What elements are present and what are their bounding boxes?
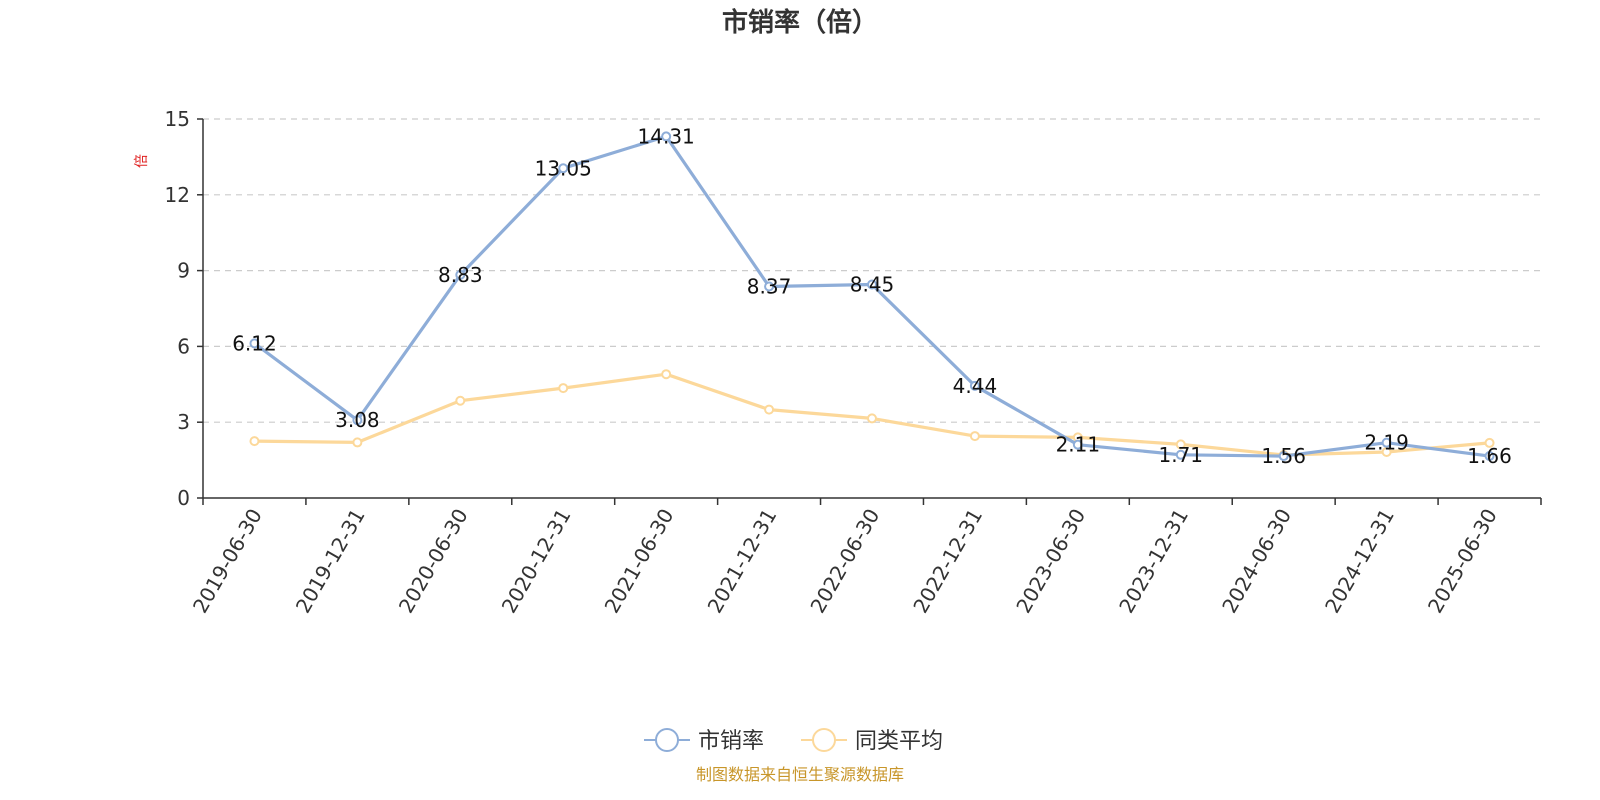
x-tick-label: 2022-06-30: [805, 505, 884, 618]
data-point[interactable]: [558, 383, 569, 394]
data-point[interactable]: [352, 415, 363, 426]
legend-marker-icon: [812, 728, 836, 752]
data-point[interactable]: [1381, 447, 1392, 458]
data-point[interactable]: [249, 436, 260, 447]
x-tick-label: 2025-06-30: [1423, 505, 1502, 618]
data-point[interactable]: [1484, 451, 1495, 462]
x-tick-label: 2024-06-30: [1217, 505, 1296, 618]
y-tick-label: 9: [177, 259, 190, 283]
data-label: 8.83: [438, 263, 483, 287]
x-tick-label: 2021-12-31: [703, 505, 782, 618]
data-label: 6.12: [232, 331, 277, 355]
data-label: 8.37: [747, 275, 792, 299]
data-point[interactable]: [867, 279, 877, 290]
y-tick-label: 15: [165, 107, 190, 131]
grid-lines: [203, 118, 1541, 423]
data-label: 1.56: [1261, 444, 1306, 468]
data-point[interactable]: [352, 437, 363, 448]
data-point[interactable]: [764, 404, 775, 415]
legend[interactable]: 市销率 同类平均: [644, 728, 943, 754]
y-tick-label: 12: [165, 183, 190, 207]
data-point[interactable]: [249, 338, 260, 349]
data-label: 4.44: [953, 374, 998, 398]
data-point[interactable]: [1175, 449, 1186, 460]
data-label: 14.31: [638, 124, 695, 148]
source-note: 制图数据来自恒生聚源数据库: [696, 765, 904, 784]
data-point[interactable]: [1072, 439, 1083, 450]
y-tick-label: 0: [177, 486, 190, 510]
data-point[interactable]: [661, 131, 672, 142]
data-point[interactable]: [455, 395, 466, 406]
chart-title: 市销率（倍）: [722, 7, 878, 38]
data-point[interactable]: [867, 413, 877, 424]
data-point[interactable]: [455, 269, 466, 280]
x-tick-label: 2024-12-31: [1320, 505, 1399, 618]
x-tick-label: 2023-06-30: [1011, 505, 1090, 618]
data-point[interactable]: [1278, 451, 1289, 462]
x-tick-label: 2019-12-31: [291, 505, 370, 618]
y-tick-label: 6: [177, 334, 190, 358]
data-label: 3.08: [335, 408, 380, 432]
data-point[interactable]: [661, 369, 672, 380]
y-axis-unit-label: 倍: [134, 154, 150, 168]
x-tick-label: 2020-06-30: [394, 505, 473, 618]
data-label: 13.05: [535, 156, 592, 180]
x-tick-label: 2021-06-30: [600, 505, 679, 618]
data-label: 1.66: [1467, 444, 1512, 468]
y-tick-label: 3: [177, 410, 190, 434]
data-point[interactable]: [969, 431, 980, 442]
data-labels: 6.12 3.08 8.83 13.05 14.31 8.37 8.45 4.44 2.11 1.…: [232, 124, 1512, 468]
x-tick-label: 2020-12-31: [497, 505, 576, 618]
data-point[interactable]: [1484, 437, 1495, 448]
data-label: 8.45: [850, 272, 895, 296]
data-point[interactable]: [1175, 439, 1186, 450]
data-point[interactable]: [764, 281, 775, 292]
legend-marker-icon: [655, 728, 679, 752]
data-point[interactable]: [1381, 437, 1392, 448]
legend-item-peer-average[interactable]: 同类平均: [801, 728, 943, 754]
series-lines: [249, 131, 1495, 462]
legend-label: 同类平均: [855, 729, 943, 754]
x-tick-label: 2022-12-31: [908, 505, 987, 618]
x-tick-label: 2023-12-31: [1114, 505, 1193, 618]
data-label: 2.11: [1056, 433, 1101, 457]
data-point[interactable]: [969, 380, 980, 391]
x-tick-label: 2019-06-30: [188, 505, 267, 618]
data-label: 2.19: [1364, 431, 1409, 455]
legend-item-ps-ratio[interactable]: 市销率: [644, 728, 764, 754]
data-label: 1.71: [1159, 443, 1204, 467]
axes: 0 3 6 9 12 15 2019-06-30 2019-12-31 2020-06-30 20…: [165, 107, 1542, 618]
data-point[interactable]: [558, 163, 569, 174]
legend-label: 市销率: [698, 729, 764, 754]
